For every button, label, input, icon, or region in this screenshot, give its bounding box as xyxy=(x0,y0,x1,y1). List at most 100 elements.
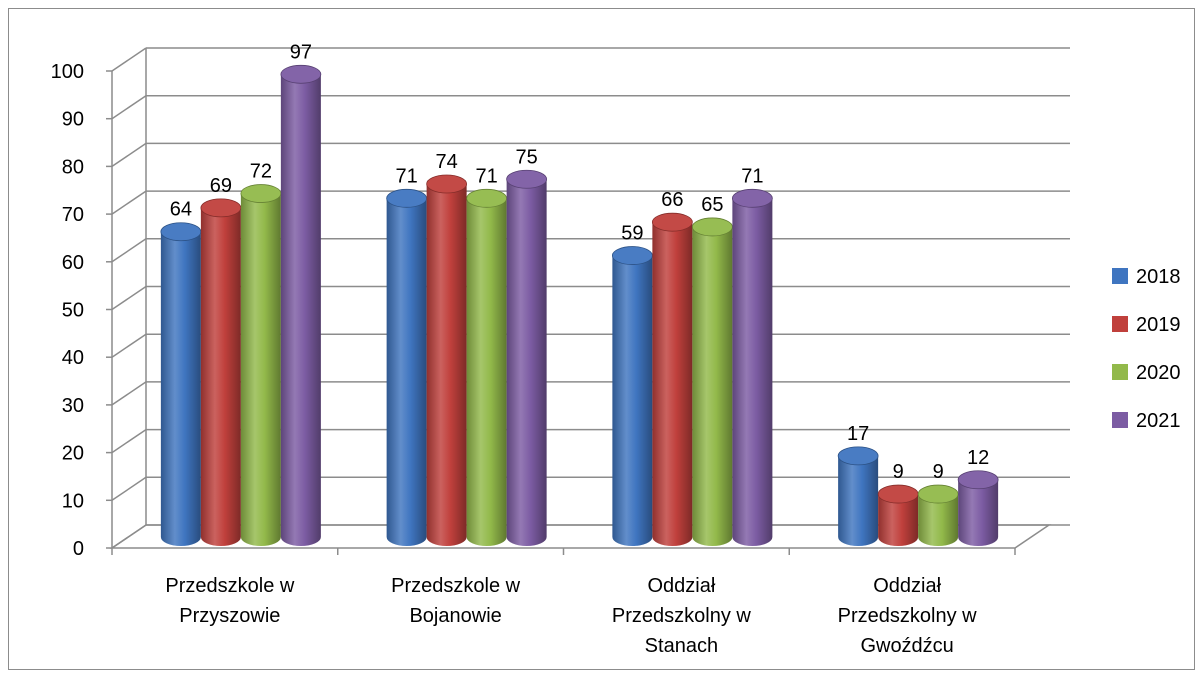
bar-body xyxy=(160,231,201,546)
bars xyxy=(160,64,999,546)
bar-top xyxy=(200,198,242,218)
bar-body xyxy=(878,494,919,546)
gridline-side xyxy=(111,95,147,120)
bar xyxy=(611,246,653,546)
gridline-side xyxy=(111,285,147,311)
y-tick-label: 10 xyxy=(62,490,84,512)
bar xyxy=(877,484,919,546)
bar xyxy=(731,188,773,546)
x-tick-label: Oddział Przedszkolny w Gwoźdźcu xyxy=(838,575,977,657)
bar-top xyxy=(877,484,919,504)
legend-swatch xyxy=(1112,364,1128,380)
x-tick-label: Oddział Przedszkolny w Stanach xyxy=(612,575,751,657)
data-label: 71 xyxy=(396,165,418,187)
y-tick-label: 60 xyxy=(62,252,84,274)
x-tick-label: Przedszkole w Bojanowie xyxy=(391,575,520,627)
bar-top xyxy=(731,188,773,208)
bar-body xyxy=(240,193,281,546)
y-tick-label: 100 xyxy=(51,61,84,83)
bar-top xyxy=(957,470,999,490)
bar-body xyxy=(280,74,321,546)
bar-top xyxy=(160,222,202,242)
bar-body xyxy=(466,198,507,546)
bar xyxy=(506,169,548,546)
y-tick-label: 30 xyxy=(62,395,84,417)
legend-label: 2021 xyxy=(1136,410,1181,432)
data-label: 72 xyxy=(250,161,272,183)
bar-body xyxy=(838,455,879,546)
y-axis: 0 10 20 30 40 50 60 70 80 90 100 xyxy=(51,61,112,560)
data-label: 9 xyxy=(933,461,944,483)
bar xyxy=(426,174,468,546)
legend: 2018 2019 2020 2021 xyxy=(1112,266,1181,432)
data-labels: 64 69 72 97 71 74 71 75 59 66 65 71 17 9 9 12 xyxy=(170,41,990,483)
data-label: 64 xyxy=(170,199,192,221)
bar-top xyxy=(611,246,653,265)
x-axis: Przedszkole w Przyszowie Przedszkole w Boja… xyxy=(111,548,1016,657)
bar-top xyxy=(426,174,468,194)
bar xyxy=(240,184,282,546)
bar xyxy=(651,212,693,546)
y-tick-label: 20 xyxy=(62,443,84,465)
data-label: 66 xyxy=(661,189,683,211)
x-tick-label: Przedszkole w Przyszowie xyxy=(165,575,294,627)
bar xyxy=(917,484,959,546)
gridline-side xyxy=(111,47,147,72)
y-tick-label: 90 xyxy=(62,109,84,131)
bar-body xyxy=(426,184,467,546)
data-label: 9 xyxy=(893,461,904,483)
y-tick-label: 40 xyxy=(62,347,84,369)
bar-top xyxy=(466,188,508,208)
data-label: 12 xyxy=(967,447,989,469)
bar-top xyxy=(917,484,959,504)
bar xyxy=(280,64,322,546)
legend-label: 2018 xyxy=(1136,266,1181,288)
legend-label: 2019 xyxy=(1136,314,1181,336)
bar xyxy=(957,470,999,546)
legend-swatch xyxy=(1112,268,1128,284)
bar xyxy=(466,188,508,546)
gridline-side xyxy=(111,238,147,263)
data-label: 74 xyxy=(436,151,458,173)
legend-swatch xyxy=(1112,412,1128,428)
gridline-side xyxy=(111,524,147,549)
bar-body xyxy=(506,179,547,546)
bar-top xyxy=(506,169,548,189)
bar xyxy=(200,198,242,546)
bar-body xyxy=(732,198,773,546)
gridline-side xyxy=(111,142,147,168)
data-label: 69 xyxy=(210,175,232,197)
bar-top xyxy=(280,64,322,84)
bar-body xyxy=(200,207,241,546)
bar-body xyxy=(652,222,693,546)
bar xyxy=(160,222,202,546)
bar-top xyxy=(837,446,879,466)
y-tick-label: 50 xyxy=(62,300,84,322)
data-label: 71 xyxy=(741,165,763,187)
bar-body xyxy=(386,198,427,546)
bar-body xyxy=(692,226,733,546)
gridline-side xyxy=(111,476,147,501)
data-label: 59 xyxy=(621,223,643,245)
bar-body xyxy=(918,494,959,546)
bar-top xyxy=(651,212,693,232)
bar-top xyxy=(691,217,733,237)
bar xyxy=(386,188,428,546)
gridline-side xyxy=(111,190,147,215)
gridline-side xyxy=(111,333,147,358)
bar-top xyxy=(240,184,282,203)
bar xyxy=(691,217,733,546)
y-tick-label: 80 xyxy=(62,156,84,178)
gridline-side xyxy=(111,381,147,406)
y-tick-label: 0 xyxy=(73,538,84,560)
legend-label: 2020 xyxy=(1136,362,1181,384)
bar-body xyxy=(612,255,653,546)
gridline-side xyxy=(111,428,147,454)
data-label: 71 xyxy=(476,165,498,187)
bar-body xyxy=(958,479,999,546)
data-label: 65 xyxy=(701,194,723,216)
bar-top xyxy=(386,188,428,208)
data-label: 75 xyxy=(516,146,538,168)
data-label: 17 xyxy=(847,423,869,445)
